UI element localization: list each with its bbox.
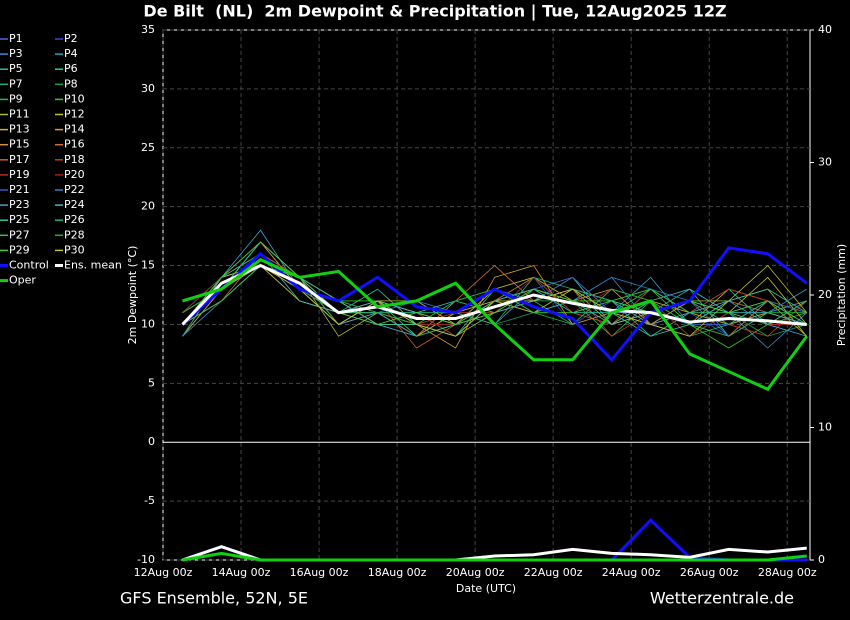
x-axis-label: Date (UTC)	[456, 582, 516, 595]
legend-label: P9	[9, 92, 23, 105]
y-tick-label: -10	[137, 553, 155, 566]
y-tick-label: 0	[148, 435, 155, 448]
x-tick-label: 28Aug 00z	[758, 566, 817, 579]
chart-title: De Bilt (NL) 2m Dewpoint & Precipitation…	[143, 2, 726, 22]
footer-left: GFS Ensemble, 52N, 5E	[120, 589, 308, 608]
legend-label: P10	[64, 92, 85, 105]
legend-label: P14	[64, 123, 85, 136]
x-tick-label: 22Aug 00z	[524, 566, 583, 579]
legend-label: P15	[9, 138, 30, 151]
y2-tick-label: 30	[818, 156, 832, 169]
y2-tick-label: 40	[818, 23, 832, 36]
legend-label: P6	[64, 62, 78, 75]
y2-tick-label: 20	[818, 288, 832, 301]
precip-line	[182, 551, 807, 562]
legend-label: P28	[64, 228, 85, 241]
legend-label: P23	[9, 198, 30, 211]
dewpoint-line	[182, 264, 808, 337]
footer-right: Wetterzentrale.de	[650, 589, 794, 608]
legend-label: P17	[9, 153, 30, 166]
y-tick-label: 15	[141, 259, 155, 272]
dewpoint-line	[181, 263, 807, 326]
y-tick-label: 25	[141, 141, 155, 154]
y-tick-label: 30	[141, 82, 155, 95]
legend-label: P16	[64, 138, 85, 151]
legend-label: P22	[64, 183, 85, 196]
x-tick-label: 26Aug 00z	[680, 566, 739, 579]
legend-label: Oper	[9, 274, 36, 287]
x-tick-label: 20Aug 00z	[446, 566, 505, 579]
dewpoint-line	[181, 246, 808, 363]
legend-label: P26	[64, 213, 85, 226]
legend-label: P7	[9, 77, 23, 90]
legend-label: Control	[9, 259, 49, 272]
y-tick-label: 10	[141, 317, 155, 330]
legend-label: P11	[9, 108, 30, 121]
legend-label: P25	[9, 213, 30, 226]
y-axis-label: 2m Dewpoint (°C)	[126, 246, 139, 345]
y-tick-label: 5	[148, 376, 155, 389]
dewpoint-line	[182, 241, 807, 349]
legend-label: P24	[64, 198, 85, 211]
x-tick-label: 12Aug 00z	[134, 566, 193, 579]
x-tick-label: 16Aug 00z	[290, 566, 349, 579]
legend-label: P19	[9, 168, 30, 181]
dewpoint-line	[182, 257, 808, 392]
dewpoint-line	[182, 241, 808, 349]
legend-label: P18	[64, 153, 85, 166]
legend-label: P3	[9, 47, 23, 60]
legend-label: P5	[9, 62, 23, 75]
y-tick-label: 20	[141, 200, 155, 213]
legend-label: P30	[64, 243, 85, 256]
legend-label: P12	[64, 108, 85, 121]
y2-tick-label: 10	[818, 421, 832, 434]
dewpoint-line	[182, 241, 807, 325]
x-tick-label: 18Aug 00z	[368, 566, 427, 579]
legend-label: P21	[9, 183, 30, 196]
legend-label: P4	[64, 47, 78, 60]
x-tick-label: 14Aug 00z	[212, 566, 271, 579]
legend-label: P13	[9, 123, 30, 136]
legend-label: P2	[64, 32, 78, 45]
y-tick-label: -5	[144, 494, 155, 507]
legend-label: P1	[9, 32, 23, 45]
y-tick-label: 35	[141, 23, 155, 36]
y2-tick-label: 0	[818, 553, 825, 566]
legend-label: P29	[9, 243, 30, 256]
legend-label: P20	[64, 168, 85, 181]
legend-label: Ens. mean	[64, 259, 122, 272]
y2-axis-label: Precipitation (mm)	[835, 244, 848, 346]
legend-label: P27	[9, 228, 30, 241]
x-tick-label: 24Aug 00z	[602, 566, 661, 579]
legend-label: P8	[64, 77, 78, 90]
